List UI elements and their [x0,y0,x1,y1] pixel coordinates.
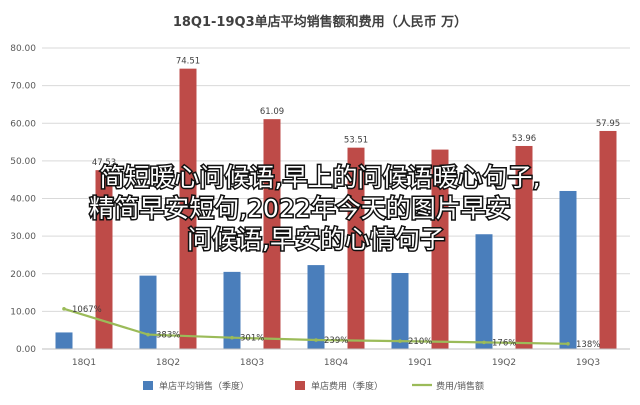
ratio-label: 301% [240,334,264,344]
legend-label: 单店费用（季度） [311,380,383,392]
x-tick-label: 18Q1 [72,358,96,368]
x-tick-label: 19Q3 [576,358,600,368]
data-label: 47.53 [92,158,116,168]
y-tick-label: 20.00 [10,270,36,280]
y-tick-label: 0.00 [16,345,36,355]
data-label: 53.96 [512,134,536,144]
bar-cost [515,145,533,349]
overlay-line: 问候语,早安的心情句子 [187,225,445,254]
y-tick-label: 70.00 [10,82,36,92]
x-tick-label: 18Q2 [156,358,180,368]
bar-cost [179,68,197,349]
chart-title: 18Q1-19Q3单店平均销售额和费用（人民币 万） [173,14,467,30]
overlay-line: 简短暖心问候语,早上的问候语暖心句子, [100,163,541,192]
bar-cost [263,119,281,350]
y-tick-label: 10.00 [10,307,36,317]
ratio-point [566,342,570,346]
bar-sales [139,275,157,349]
legend-label: 费用/销售额 [436,380,484,392]
overlay-line: 精简早安短句,2022年今天的图片早安 [89,194,511,223]
y-tick-label: 50.00 [10,157,36,167]
legend-label: 单店平均销售（季度） [159,380,249,392]
bar-sales [559,190,577,349]
overlay-caption: 简短暖心问候语,早上的问候语暖心句子,精简早安短句,2022年今天的图片早安问候… [88,162,542,256]
y-tick-label: 80.00 [10,44,36,54]
bar-cost [95,170,113,349]
ratio-label: 176% [492,338,516,348]
data-label: 74.51 [176,57,200,67]
legend-swatch [143,381,153,390]
legend: 单店平均销售（季度） 单店费用（季度） 费用/销售额 [143,380,484,392]
ratio-label: 138% [576,340,600,350]
ratio-label: 239% [324,336,348,346]
ratio-line: 1067% 383% 301% 239% 210% 176% 138% [62,305,600,350]
ratio-point [314,338,318,342]
bar-sales [475,234,493,349]
bars: 47.53 74.51 61.09 53.51 53.96 57.95 [55,57,620,350]
data-label: 57.95 [596,119,620,129]
x-tick-label: 18Q3 [240,358,264,368]
y-tick-label: 30.00 [10,232,36,242]
data-label: 61.09 [260,107,284,117]
ratio-point [146,332,150,337]
x-tick-label: 19Q1 [408,358,432,368]
y-tick-label: 40.00 [10,195,36,205]
x-axis: 18Q1 18Q2 18Q3 18Q4 19Q1 19Q2 19Q3 [42,348,630,368]
ratio-label: 210% [408,337,432,347]
bar-sales [391,272,409,349]
bar-cost [431,149,449,349]
y-tick-label: 60.00 [10,119,36,129]
bar-cost [347,147,365,349]
ratio-point [398,339,402,343]
ratio-point [482,340,486,345]
bar-sales [223,271,241,349]
ratio-point [62,307,66,311]
x-tick-label: 18Q4 [324,358,349,368]
legend-swatch [295,381,305,390]
ratio-point [230,335,234,340]
ratio-label: 383% [156,331,180,341]
y-axis: 0.00 10.00 20.00 30.00 40.00 50.00 60.00 70.00 8… [10,44,36,355]
ratio-label: 1067% [72,305,102,315]
x-tick-label: 19Q2 [492,358,516,368]
bar-cost [599,130,617,349]
bar-sales [55,332,73,349]
bar-sales [307,265,325,349]
data-label: 53.51 [344,136,368,146]
